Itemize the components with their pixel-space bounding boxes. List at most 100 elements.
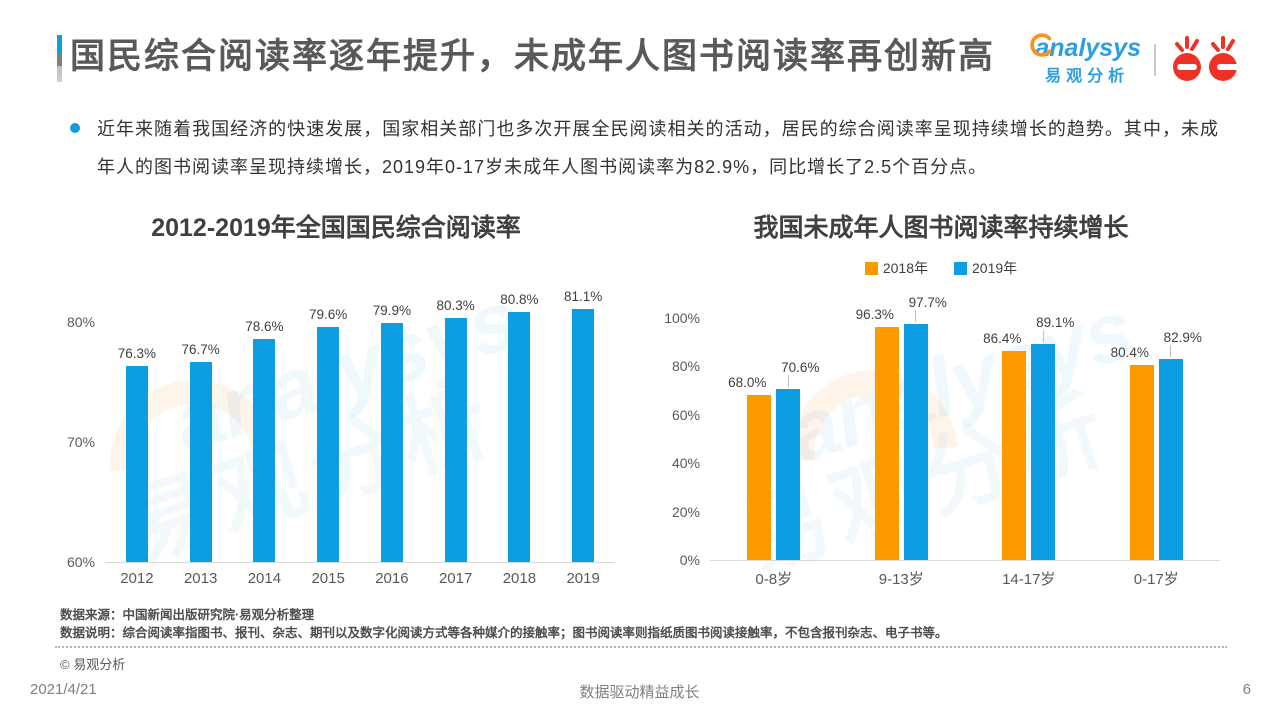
x-tick-label: 14-17岁 bbox=[1002, 571, 1056, 588]
bar-value-label: 81.1% bbox=[563, 289, 603, 304]
bar-value-label: 82.9% bbox=[1163, 330, 1202, 345]
x-tick-label: 9-13岁 bbox=[878, 571, 924, 588]
y-tick-label: 100% bbox=[664, 310, 700, 326]
x-tick-label: 2014 bbox=[247, 570, 282, 587]
bar-value-label: 80.8% bbox=[500, 292, 539, 307]
chart-title: 2012-2019年全国国民综合阅读率 bbox=[151, 214, 521, 242]
bar-value-label: 96.3% bbox=[855, 307, 894, 322]
footnotes: 数据来源：中国新闻出版研究院·易观分析整理 数据说明：综合阅读率指图书、报刊、杂… bbox=[60, 606, 948, 642]
copyright: © 易观分析 bbox=[60, 657, 126, 672]
x-tick-label: 0-17岁 bbox=[1133, 571, 1179, 588]
bar-column: 68.0% bbox=[728, 375, 772, 560]
chart-legend: 2018年 2019年 bbox=[660, 258, 1222, 278]
bar bbox=[253, 339, 276, 562]
analysys-swirl-icon bbox=[1030, 32, 1052, 57]
bar-value-label: 76.3% bbox=[117, 346, 157, 361]
analysys-logo: analysys 易观分析 bbox=[1030, 32, 1141, 86]
legend-item: 2019年 bbox=[954, 258, 1017, 278]
legend-label: 2018年 bbox=[882, 260, 928, 276]
bar-value-label: 97.7% bbox=[908, 295, 947, 310]
bar-value-label: 86.4% bbox=[983, 331, 1022, 346]
bar bbox=[747, 395, 772, 560]
bar-column: 89.1% bbox=[1031, 315, 1074, 560]
y-axis: 60% 70% 80% bbox=[55, 284, 99, 570]
y-tick-label: 40% bbox=[671, 455, 700, 472]
bullet-icon bbox=[70, 123, 80, 133]
bar bbox=[380, 323, 403, 562]
bar-column: 86.4% bbox=[983, 331, 1027, 560]
minor-reading-bars: 68.0% 70.6% 96.3% 97.7% 86.4% 89.1% 80.4% 82.9% bbox=[710, 290, 1220, 561]
page-title: 国民综合阅读率逐年提升，未成年人图书阅读率再创新高 bbox=[70, 37, 996, 76]
bar-column: 82.9% bbox=[1158, 330, 1202, 560]
bar-group: 96.3% 97.7% bbox=[838, 295, 966, 560]
bar bbox=[874, 327, 899, 560]
bar-column: 76.7% bbox=[169, 342, 233, 562]
chart-national-reading-rate: analysys 易观分析 2012-2019年全国国民综合阅读率 60% 70%… bbox=[55, 200, 617, 600]
x-axis-labels: 2012 2013 2014 2015 2016 2017 2018 2019 bbox=[105, 570, 615, 587]
legend-item: 2018年 bbox=[864, 258, 928, 278]
chart-title: 我国未成年人图书阅读率持续增长 bbox=[753, 214, 1129, 242]
legend-swatch bbox=[864, 261, 878, 275]
y-tick-label: 70% bbox=[66, 434, 95, 450]
bar-column: 80.3% bbox=[424, 298, 488, 562]
x-axis-labels: 0-8岁 9-13岁 14-17岁 0-17岁 bbox=[710, 568, 1220, 589]
summary-paragraph: 近年来随着我国经济的快速发展，国家相关部门也多次开展全民阅读相关的活动，居民的综… bbox=[97, 119, 1219, 177]
bar-column: 96.3% bbox=[856, 307, 899, 560]
footer-slogan: 数据驱动精益成长 bbox=[579, 684, 700, 701]
bar-group: 68.0% 70.6% bbox=[710, 360, 838, 560]
bar bbox=[903, 324, 928, 560]
bar-value-label: 76.7% bbox=[181, 342, 220, 357]
bar-group: 80.4% 82.9% bbox=[1093, 330, 1221, 560]
bar bbox=[572, 309, 595, 562]
bar bbox=[776, 389, 801, 560]
label-leader-line bbox=[915, 310, 917, 322]
y-tick-label: 0% bbox=[679, 552, 700, 568]
y-tick-label: 80% bbox=[66, 314, 95, 330]
page-number: 6 bbox=[1242, 681, 1251, 698]
chart-minor-book-reading-rate: analysys 易观分析 我国未成年人图书阅读率持续增长 2018年2019年… bbox=[660, 200, 1222, 600]
bar-value-label: 79.6% bbox=[308, 307, 348, 322]
brand-logos: analysys 易观分析 bbox=[1030, 32, 1243, 86]
x-tick-label: 2015 bbox=[311, 570, 345, 587]
analysys-en-text: analysys bbox=[1035, 33, 1141, 62]
source-note: 数据来源：中国新闻出版研究院·易观分析整理 bbox=[60, 608, 315, 622]
bar-value-label: 80.3% bbox=[436, 298, 475, 313]
x-tick-label: 2018 bbox=[502, 570, 537, 587]
x-tick-label: 2012 bbox=[120, 570, 154, 587]
x-tick-label: 2013 bbox=[183, 570, 218, 587]
bar-value-label: 68.0% bbox=[728, 375, 767, 390]
legend-label: 2019年 bbox=[972, 260, 1018, 276]
label-leader-line bbox=[1170, 345, 1172, 357]
bar-column: 70.6% bbox=[776, 360, 819, 560]
analysys-wordmark: analysys bbox=[1030, 32, 1141, 62]
dotted-divider bbox=[55, 646, 1227, 648]
bar bbox=[508, 312, 531, 562]
y-tick-label: 60% bbox=[66, 554, 95, 570]
bar-column: 81.1% bbox=[551, 289, 615, 562]
dangdang-logo-icon bbox=[1173, 36, 1241, 81]
bar-column: 79.6% bbox=[296, 307, 360, 562]
bar bbox=[444, 318, 467, 562]
bar-value-label: 79.9% bbox=[372, 303, 412, 318]
bar-group: 86.4% 89.1% bbox=[965, 315, 1093, 560]
y-tick-label: 60% bbox=[671, 406, 700, 423]
bar-value-label: 80.4% bbox=[1110, 345, 1149, 360]
x-tick-label: 0-8岁 bbox=[755, 571, 793, 588]
national-reading-bars: 76.3% 76.7% 78.6% 79.6% 79.9% 80.3% 80.8% 81.1% bbox=[105, 284, 615, 563]
bar-column: 79.9% bbox=[360, 303, 424, 562]
data-note: 数据说明：综合阅读率指图书、报刊、杂志、期刊以及数字化阅读方式等各种媒介的接触率… bbox=[60, 626, 948, 640]
bar-column: 80.4% bbox=[1111, 345, 1154, 560]
bar bbox=[317, 327, 340, 562]
title-accent-bar bbox=[57, 35, 62, 82]
x-tick-label: 2017 bbox=[438, 570, 473, 587]
bar-column: 76.3% bbox=[105, 346, 169, 562]
bar bbox=[1129, 365, 1154, 560]
x-tick-label: 2016 bbox=[375, 570, 409, 587]
label-leader-line bbox=[787, 375, 789, 387]
x-tick-label: 2019 bbox=[566, 570, 600, 587]
legend-swatch bbox=[954, 261, 967, 275]
y-axis: 0% 20% 40% 60% 80% 100% bbox=[660, 290, 704, 568]
footer-date: 2021/4/21 bbox=[30, 681, 97, 698]
bar-value-label: 89.1% bbox=[1036, 315, 1075, 330]
